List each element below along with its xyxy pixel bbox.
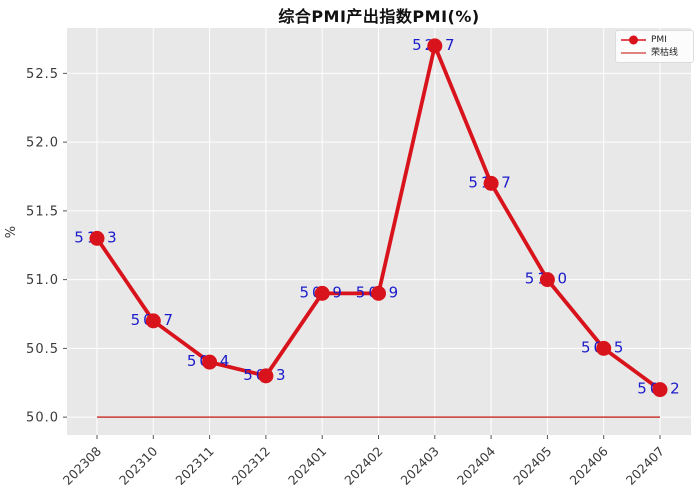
data-point	[483, 175, 499, 191]
pmi-line-with-dot-icon	[621, 35, 646, 45]
x-tick-label: 202403	[398, 444, 442, 488]
x-tick-label: 202312	[229, 444, 273, 488]
data-point	[539, 272, 555, 288]
y-tick-label: 51.5	[26, 204, 59, 219]
x-tick-label: 202402	[341, 444, 385, 488]
data-point	[314, 285, 330, 301]
x-tick-label: 202308	[60, 443, 104, 487]
y-tick-label: 51.0	[26, 273, 59, 288]
x-tick-label: 202406	[566, 443, 610, 487]
data-point	[202, 354, 218, 370]
x-tick-label: 202401	[285, 444, 329, 488]
legend-item-pmi: PMI	[621, 35, 688, 45]
chart-title: 综合PMI产出指数PMI(%)	[278, 7, 480, 26]
data-point	[89, 230, 105, 246]
x-tick-label: 202404	[454, 443, 498, 487]
data-point	[371, 285, 386, 301]
refline-line-icon	[621, 48, 646, 58]
legend-box: PMI 荣枯线	[615, 30, 694, 63]
data-point	[652, 382, 668, 398]
data-point	[258, 368, 274, 384]
legend-label-pmi: PMI	[651, 35, 667, 45]
data-point	[427, 38, 443, 54]
legend-item-refline: 荣枯线	[621, 48, 688, 58]
x-tick-label: 202407	[623, 444, 667, 488]
data-point	[596, 340, 612, 356]
x-tick-label: 202311	[172, 444, 216, 488]
data-point	[145, 313, 161, 329]
y-tick-label: 50.0	[26, 411, 59, 426]
legend-label-refline: 荣枯线	[651, 48, 679, 58]
y-tick-label: 50.5	[26, 342, 59, 357]
y-tick-label: 52.5	[26, 67, 59, 82]
y-tick-label: 52.0	[26, 136, 59, 151]
x-tick-label: 202310	[116, 443, 160, 487]
x-tick-label: 202405	[510, 444, 554, 488]
